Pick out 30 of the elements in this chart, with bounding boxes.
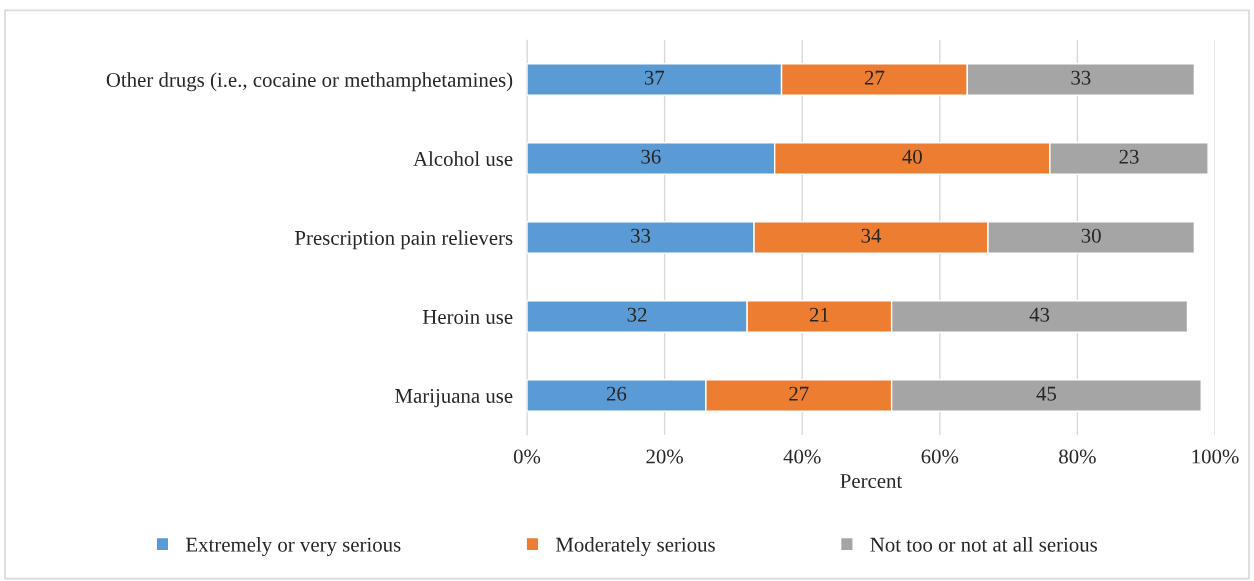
data-label: 26 xyxy=(606,386,627,401)
x-tick-label: 100% xyxy=(1192,449,1239,464)
data-label: 33 xyxy=(1071,70,1091,85)
x-tick-label: 80% xyxy=(1059,449,1096,464)
y-tick-label: Marijuana use xyxy=(395,388,513,408)
data-label: 27 xyxy=(789,386,809,401)
data-label: 21 xyxy=(809,307,829,322)
x-tick-label: 0% xyxy=(513,449,541,464)
x-tick-label: 40% xyxy=(783,449,821,464)
data-label: 40 xyxy=(902,149,922,164)
data-label: 37 xyxy=(644,70,665,85)
data-label: 34 xyxy=(861,228,882,243)
x-tick-label: 20% xyxy=(646,449,683,464)
data-label: 36 xyxy=(641,149,661,164)
data-label: 33 xyxy=(631,228,651,243)
x-axis-title: Percent xyxy=(840,474,903,488)
y-tick-label: Alcohol use xyxy=(413,151,513,166)
x-tick-label: 60% xyxy=(921,449,959,464)
legend-label: Moderately serious xyxy=(555,537,715,556)
y-tick-label: Prescription pain relievers xyxy=(295,230,513,250)
data-label: 43 xyxy=(1029,307,1050,322)
data-label: 45 xyxy=(1036,386,1057,401)
data-label: 23 xyxy=(1119,149,1139,164)
data-label: 30 xyxy=(1081,228,1101,243)
data-label: 32 xyxy=(627,307,647,322)
legend-label: Not too or not at all serious xyxy=(870,537,1098,552)
legend-label: Extremely or very serious xyxy=(186,537,401,556)
data-label: 27 xyxy=(864,70,885,85)
y-tick-label: Other drugs (i.e., cocaine or methamphetamines) xyxy=(106,72,513,92)
y-tick-label: Heroin use xyxy=(422,309,513,324)
